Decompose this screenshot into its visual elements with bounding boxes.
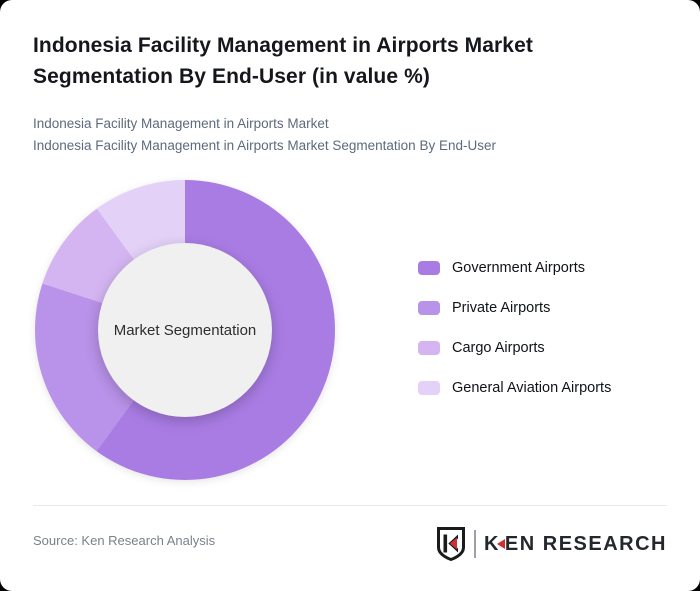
legend-item[interactable]: Cargo Airports [418,340,611,356]
legend-item[interactable]: Private Airports [418,300,611,316]
logo-letter-k: K [483,532,500,555]
legend-label: Government Airports [452,260,585,276]
logo-text-rest: EN RESEARCH [504,532,667,555]
donut-chart[interactable]: Market Segmentation [35,180,335,480]
ken-research-logo: K EN RESEARCH [436,526,667,562]
chart-legend: Government Airports Private Airports Cargo… [418,260,611,396]
logo-wordmark: K EN RESEARCH [484,533,667,556]
legend-item[interactable]: General Aviation Airports [418,380,611,396]
ken-shield-icon [436,527,465,562]
legend-swatch [418,381,440,395]
legend-label: Private Airports [452,300,551,316]
legend-swatch [418,341,440,355]
source-text: Source: Ken Research Analysis [33,533,216,548]
subtitle-line-2: Indonesia Facility Management in Airport… [33,138,496,153]
donut-center-label: Market Segmentation [113,321,257,339]
legend-swatch [418,261,440,275]
donut-hole: Market Segmentation [98,243,272,417]
legend-label: General Aviation Airports [452,380,612,396]
logo-red-triangle-icon [496,539,505,549]
logo-separator [473,530,476,558]
footer-divider [33,505,667,506]
legend-label: Cargo Airports [452,340,545,356]
legend-item[interactable]: Government Airports [418,260,611,276]
legend-swatch [418,301,440,315]
subtitle-line-1: Indonesia Facility Management in Airport… [33,116,329,131]
page-title: Indonesia Facility Management in Airport… [33,34,533,88]
